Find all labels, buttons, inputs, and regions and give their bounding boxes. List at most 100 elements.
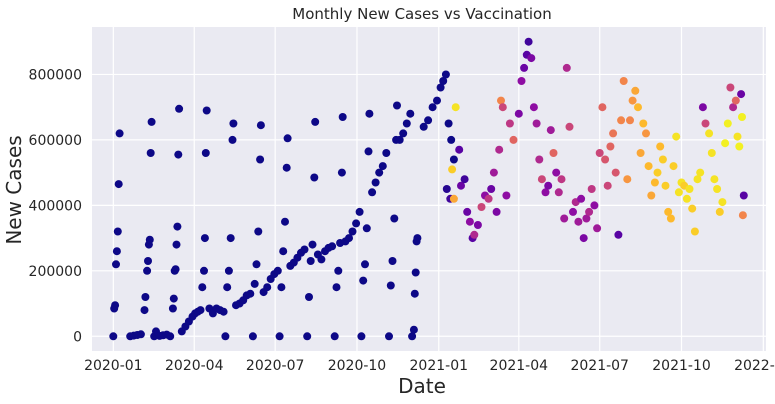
x-tick-label: 2021-04 — [490, 358, 549, 374]
data-point — [348, 227, 357, 236]
data-point — [669, 162, 678, 171]
data-point — [169, 294, 178, 303]
x-tick-label: 2020-07 — [246, 358, 305, 374]
data-point — [707, 149, 716, 157]
data-point — [606, 142, 615, 151]
data-point — [146, 149, 155, 157]
data-point — [305, 293, 313, 301]
data-point — [447, 135, 456, 144]
data-point — [338, 113, 347, 121]
data-point — [382, 149, 391, 157]
data-point — [603, 181, 612, 190]
data-point — [477, 203, 486, 211]
data-point — [112, 247, 121, 256]
data-point — [549, 149, 558, 157]
data-point — [361, 260, 369, 269]
data-point — [306, 257, 315, 265]
x-axis-label: Date — [398, 374, 446, 398]
data-point — [696, 168, 705, 177]
y-tick-label: 200000 — [29, 264, 82, 280]
data-point — [463, 207, 472, 216]
data-point — [569, 207, 577, 216]
data-point — [147, 117, 156, 126]
data-point — [585, 207, 594, 216]
data-point — [300, 245, 309, 254]
data-point — [406, 109, 415, 118]
data-point — [202, 106, 211, 115]
data-point — [173, 222, 182, 231]
data-point — [497, 96, 505, 105]
data-point — [557, 175, 566, 184]
data-point — [311, 117, 320, 126]
data-point — [219, 307, 228, 316]
data-point — [470, 230, 479, 239]
data-point — [650, 178, 659, 187]
data-point — [141, 293, 150, 301]
data-point — [546, 126, 555, 135]
data-point — [442, 185, 451, 193]
data-point — [223, 283, 232, 292]
data-point — [672, 132, 681, 141]
data-point — [595, 149, 604, 157]
y-tick-label: 0 — [73, 329, 82, 345]
data-point — [449, 194, 458, 203]
data-point — [229, 119, 238, 128]
data-point — [411, 268, 420, 277]
data-point — [537, 175, 546, 184]
data-point — [489, 168, 498, 177]
data-point — [713, 185, 722, 193]
data-point — [250, 279, 259, 288]
x-tick-labels: 2020-01 2020-04 2020-07 2020-10 2021-01 2021-… — [84, 358, 775, 374]
data-point — [664, 207, 673, 216]
data-point — [737, 90, 746, 99]
data-point — [345, 234, 353, 243]
data-point — [710, 175, 719, 184]
data-point — [554, 188, 563, 197]
data-point — [111, 301, 120, 310]
data-point — [601, 155, 610, 164]
data-point — [317, 255, 326, 264]
x-tick-label: 2021-07 — [570, 358, 629, 374]
data-point — [685, 185, 694, 193]
data-point — [639, 119, 648, 128]
data-point — [701, 119, 710, 128]
data-point — [174, 150, 183, 159]
data-point — [399, 129, 408, 138]
data-point — [201, 149, 210, 157]
data-point — [362, 224, 371, 233]
y-tick-label: 400000 — [29, 198, 82, 214]
data-point — [642, 129, 650, 138]
data-point — [200, 234, 209, 243]
data-point — [277, 283, 286, 292]
data-point — [143, 266, 152, 275]
data-point — [731, 96, 740, 105]
data-point — [527, 54, 536, 63]
data-point — [465, 217, 474, 226]
data-point — [688, 204, 697, 213]
data-point — [283, 134, 292, 143]
data-point — [308, 240, 317, 249]
data-point — [505, 119, 514, 128]
data-point — [682, 194, 691, 203]
data-point — [248, 332, 257, 341]
x-tick-label: 2022-01 — [734, 358, 775, 374]
data-point — [653, 168, 662, 177]
data-point — [529, 103, 538, 112]
data-point — [145, 235, 154, 244]
data-point — [735, 142, 744, 151]
data-point — [337, 168, 346, 177]
data-point — [424, 116, 433, 125]
data-point — [721, 139, 730, 148]
x-tick-label: 2020-01 — [84, 358, 143, 374]
x-tick-label: 2021-10 — [652, 358, 711, 374]
data-point — [428, 103, 437, 112]
chart-title: Monthly New Cases vs Vaccination — [292, 5, 551, 23]
data-point — [254, 227, 263, 236]
data-point — [402, 119, 411, 128]
data-point — [457, 181, 465, 190]
data-point — [733, 132, 742, 141]
data-point — [693, 175, 702, 184]
data-point — [617, 116, 626, 125]
data-point — [371, 178, 380, 187]
